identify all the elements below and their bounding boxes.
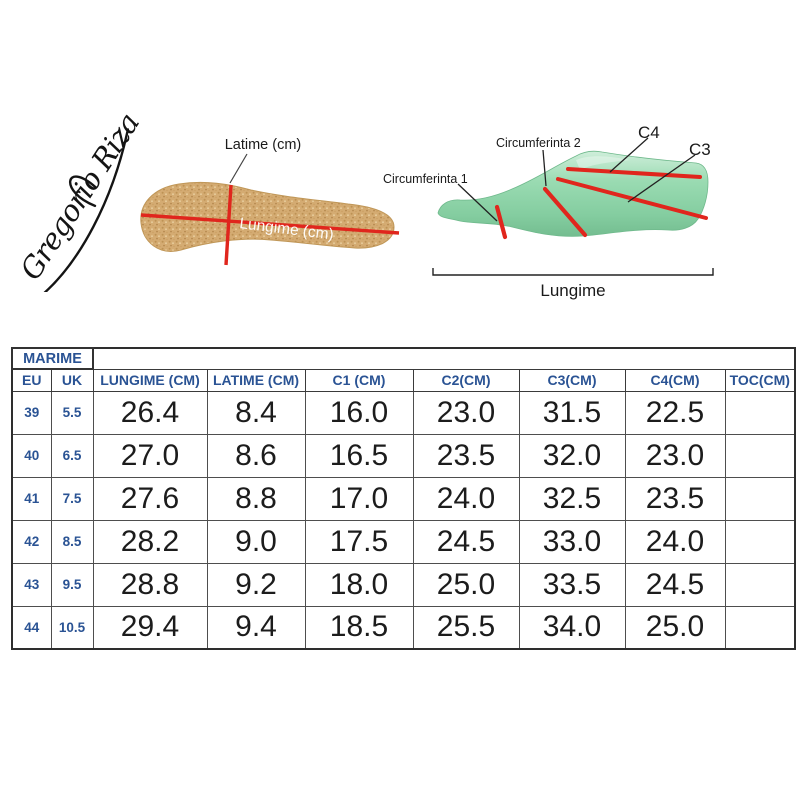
table-cell: 9.2	[206, 562, 306, 607]
insole-width-label: Latime (cm)	[225, 137, 302, 153]
table-cell: 24.5	[412, 519, 520, 564]
table-cell: 8.6	[206, 433, 306, 478]
table-cell: 8.5	[50, 519, 94, 564]
table-cell: 23.0	[412, 390, 520, 435]
column-header-c2: C2(CM)	[412, 368, 520, 392]
table-cell: 42	[11, 519, 52, 564]
table-cell: 24.5	[624, 562, 726, 607]
table-cell	[724, 519, 796, 564]
table-cell: 6.5	[50, 433, 94, 478]
table-cell: 29.4	[92, 605, 208, 650]
circumference1-line	[494, 204, 508, 240]
table-cell: 31.5	[518, 390, 626, 435]
circumference2-line	[542, 186, 588, 238]
column-header-latime: LATIME (CM)	[206, 368, 306, 392]
length-bracket	[432, 268, 714, 276]
circumference2-pointer	[542, 149, 547, 187]
table-row: 41 7.5 27.6 8.8 17.0 24.0 32.5 23.5	[11, 476, 796, 521]
circumference1-label: Circumferinta 1	[383, 172, 468, 186]
table-cell: 9.4	[206, 605, 306, 650]
table-cell: 23.5	[412, 433, 520, 478]
column-header-uk: UK	[50, 368, 94, 392]
table-row: 39 5.5 26.4 8.4 16.0 23.0 31.5 22.5	[11, 390, 796, 435]
width-line	[224, 184, 233, 266]
table-cell: 34.0	[518, 605, 626, 650]
table-cell	[724, 390, 796, 435]
column-header-c1: C1 (CM)	[304, 368, 414, 392]
c3-label: C3	[689, 140, 711, 159]
table-cell: 40	[11, 433, 52, 478]
column-header-toc: TOC(CM)	[724, 368, 796, 392]
table-cell: 9.0	[206, 519, 306, 564]
circumference1-pointer	[457, 183, 498, 222]
table-cell: 33.5	[518, 562, 626, 607]
table-cell: 16.0	[304, 390, 414, 435]
shoe-last-highlight	[576, 156, 630, 170]
size-table-body: 39 5.5 26.4 8.4 16.0 23.0 31.5 22.5 40 6.5 27.0 8.6…	[11, 390, 796, 650]
table-header-row: EU UK LUNGIME (CM) LATIME (CM) C1 (CM) C…	[11, 368, 796, 392]
circumference2-label: Circumferinta 2	[496, 136, 581, 150]
table-cell: 25.0	[624, 605, 726, 650]
table-cell: 17.0	[304, 476, 414, 521]
signature-flourish	[40, 128, 130, 292]
table-cell: 24.0	[412, 476, 520, 521]
c4-pointer	[609, 137, 649, 173]
table-cell: 8.4	[206, 390, 306, 435]
table-cell: 23.5	[624, 476, 726, 521]
table-cell: 25.0	[412, 562, 520, 607]
table-cell: 17.5	[304, 519, 414, 564]
shoe-last-diagram: Circumferinta 1 Circumferinta 2 C4 C3 Lu…	[383, 123, 714, 300]
table-cell: 44	[11, 605, 52, 650]
group-header-spacer	[93, 348, 796, 369]
table-cell: 18.5	[304, 605, 414, 650]
table-cell: 8.8	[206, 476, 306, 521]
width-pointer-line	[229, 153, 248, 184]
table-cell: 33.0	[518, 519, 626, 564]
table-cell: 7.5	[50, 476, 94, 521]
table-cell	[724, 605, 796, 650]
table-cell: 32.0	[518, 433, 626, 478]
c4-label: C4	[638, 123, 660, 142]
table-cell: 16.5	[304, 433, 414, 478]
table-cell: 43	[11, 562, 52, 607]
c3-pointer	[627, 154, 696, 203]
table-cell: 18.0	[304, 562, 414, 607]
table-row: 44 10.5 29.4 9.4 18.5 25.5 34.0 25.0	[11, 605, 796, 650]
table-cell: 24.0	[624, 519, 726, 564]
table-cell: 26.4	[92, 390, 208, 435]
table-cell: 28.2	[92, 519, 208, 564]
table-cell: 41	[11, 476, 52, 521]
table-cell: 27.6	[92, 476, 208, 521]
table-cell: 39	[11, 390, 52, 435]
table-cell: 32.5	[518, 476, 626, 521]
table-row: 43 9.5 28.8 9.2 18.0 25.0 33.5 24.5	[11, 562, 796, 607]
table-row: 42 8.5 28.2 9.0 17.5 24.5 33.0 24.0	[11, 519, 796, 564]
table-cell: 9.5	[50, 562, 94, 607]
length-line	[140, 213, 400, 235]
table-row: 40 6.5 27.0 8.6 16.5 23.5 32.0 23.0	[11, 433, 796, 478]
table-cell: 10.5	[50, 605, 94, 650]
table-cell: 22.5	[624, 390, 726, 435]
column-header-c4: C4(CM)	[624, 368, 726, 392]
brand-signature: Gregorio Riza	[13, 107, 146, 292]
column-header-c3: C3(CM)	[518, 368, 626, 392]
insole-diagram: Latime (cm) Lungime (cm)	[140, 137, 400, 266]
table-cell	[724, 562, 796, 607]
table-cell: 27.0	[92, 433, 208, 478]
c4-line	[566, 167, 702, 179]
table-cell	[724, 433, 796, 478]
marime-group-header: MARIME	[11, 347, 94, 370]
size-table: MARIME EU UK LUNGIME (CM) LATIME (CM) C1…	[11, 347, 797, 650]
table-group-header-row: MARIME	[11, 347, 796, 370]
column-header-lungime: LUNGIME (CM)	[92, 368, 208, 392]
table-cell: 5.5	[50, 390, 94, 435]
last-length-label: Lungime	[540, 281, 605, 300]
table-cell: 28.8	[92, 562, 208, 607]
column-header-eu: EU	[11, 368, 52, 392]
table-cell: 23.0	[624, 433, 726, 478]
table-cell: 25.5	[412, 605, 520, 650]
insole-shape	[140, 181, 395, 252]
table-cell	[724, 476, 796, 521]
